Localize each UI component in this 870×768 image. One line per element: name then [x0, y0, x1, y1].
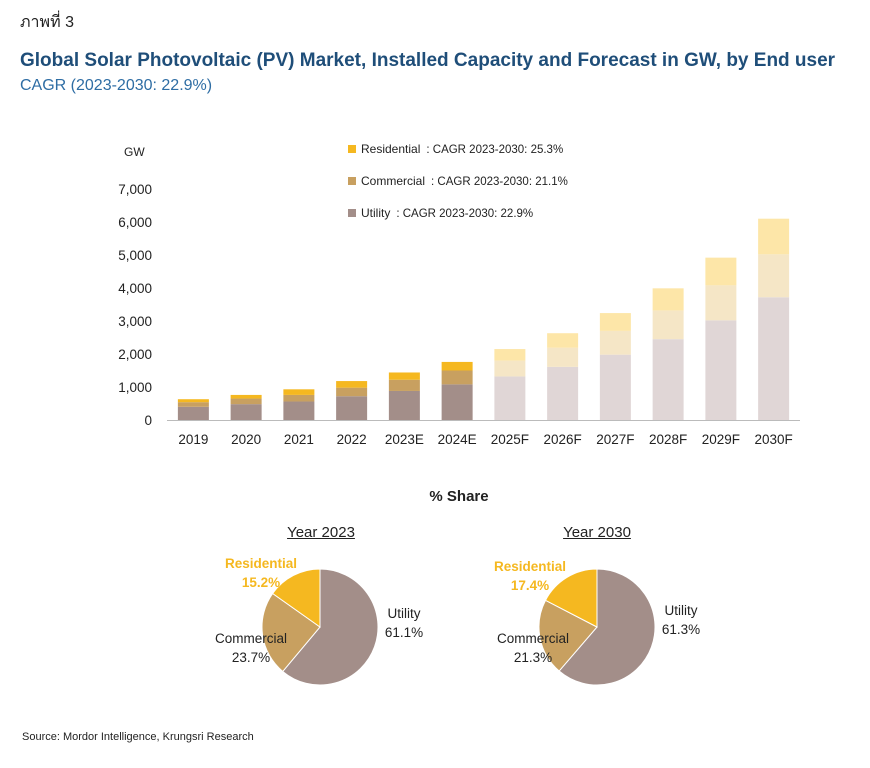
- pie-label-value: 61.1%: [385, 625, 423, 640]
- bar-utility-2026F: [547, 366, 579, 420]
- x-tick-label: 2022: [337, 432, 367, 447]
- pie-2030-title: Year 2030: [563, 524, 631, 541]
- bar-residential-2028F: [652, 288, 684, 311]
- pie-2023-title: Year 2023: [287, 524, 355, 541]
- bar-utility-2022: [336, 396, 368, 420]
- pie-label-name: Residential: [225, 556, 297, 571]
- bar-commercial-2019: [177, 402, 209, 407]
- share-title: % Share: [429, 488, 489, 505]
- pie-label-value: 21.3%: [514, 650, 552, 665]
- chart-title: Global Solar Photovoltaic (PV) Market, I…: [20, 50, 836, 71]
- bar-utility-2021: [283, 401, 315, 420]
- x-tick-label: 2025F: [491, 432, 529, 447]
- pie-slice-residential-2030: [544, 568, 598, 628]
- x-tick-label: 2023E: [385, 432, 424, 447]
- x-tick-label: 2024E: [438, 432, 477, 447]
- bar-residential-2023E: [388, 372, 420, 380]
- x-tick-label: 2027F: [596, 432, 634, 447]
- pie-slice-residential-2023: [271, 568, 321, 628]
- bar-utility-2024E: [441, 384, 473, 420]
- y-tick-label: 5,000: [118, 248, 152, 263]
- pie-label-name: Commercial: [215, 631, 287, 646]
- bar-residential-2029F: [705, 257, 737, 286]
- bar-commercial-2029F: [705, 285, 737, 321]
- bar-residential-2025F: [494, 349, 526, 361]
- stacked-bar-chart: GW 0 1,000 2,000 3,000 4,000 5,000 6,000 7,000 20…: [118, 142, 800, 447]
- bar-commercial-2022: [336, 387, 368, 397]
- bar-utility-2020: [230, 404, 262, 420]
- bar-utility-2019: [177, 406, 209, 420]
- pie-slice-commercial-2023: [261, 592, 321, 673]
- bar-utility-2028F: [652, 339, 684, 420]
- x-tick-label: 2030F: [754, 432, 792, 447]
- pie-label-name: Residential: [494, 559, 566, 574]
- x-tick-label: 2019: [178, 432, 208, 447]
- bar-commercial-2024E: [441, 370, 473, 385]
- legend-label-utility: Utility: [361, 206, 390, 220]
- y-tick-label: 4,000: [118, 281, 152, 296]
- bar-commercial-2023E: [388, 379, 420, 391]
- x-tick-label: 2026F: [543, 432, 581, 447]
- pie-label-name: Utility: [665, 603, 698, 618]
- bar-commercial-2020: [230, 398, 262, 405]
- bar-commercial-2026F: [547, 347, 579, 367]
- bar-commercial-2030F: [758, 254, 790, 298]
- y-tick-label: 7,000: [118, 182, 152, 197]
- bar-residential-2021: [283, 389, 315, 395]
- pie-label-name: Commercial: [497, 631, 569, 646]
- bar-residential-2024E: [441, 361, 473, 371]
- y-tick-label: 3,000: [118, 314, 152, 329]
- bar-utility-2029F: [705, 320, 737, 420]
- bar-utility-2023E: [388, 390, 420, 420]
- bar-utility-2025F: [494, 376, 526, 420]
- bar-residential-2026F: [547, 333, 579, 348]
- legend-cagr-residential: : CAGR 2023-2030: 25.3%: [426, 144, 563, 156]
- figure-label: ภาพที่ 3: [20, 14, 74, 31]
- bar-residential-2027F: [599, 313, 631, 331]
- legend-swatch-residential: [348, 145, 356, 153]
- bar-utility-2030F: [758, 297, 790, 420]
- legend-swatch-utility: [348, 209, 356, 217]
- pie-label-value: 61.3%: [662, 622, 700, 637]
- bar-utility-2027F: [599, 354, 631, 420]
- pie-slice-utility-2030: [558, 568, 656, 686]
- bar-residential-2019: [177, 399, 209, 403]
- y-tick-label: 0: [144, 413, 152, 428]
- bar-commercial-2028F: [652, 310, 684, 340]
- pie-label-value: 15.2%: [242, 575, 280, 590]
- pie-slice-commercial-2030: [538, 599, 598, 672]
- bar-commercial-2027F: [599, 330, 631, 355]
- pie-label-value: 17.4%: [511, 578, 549, 593]
- pie-label-value: 23.7%: [232, 650, 270, 665]
- source-note: Source: Mordor Intelligence, Krungsri Re…: [22, 731, 254, 743]
- legend-cagr-commercial: : CAGR 2023-2030: 21.1%: [431, 176, 568, 188]
- x-tick-label: 2029F: [702, 432, 740, 447]
- bar-residential-2030F: [758, 218, 790, 255]
- x-tick-label: 2020: [231, 432, 261, 447]
- legend-swatch-commercial: [348, 177, 356, 185]
- y-axis-label: GW: [124, 145, 145, 159]
- legend-label-commercial: Commercial: [361, 174, 425, 188]
- y-tick-label: 1,000: [118, 380, 152, 395]
- chart-subtitle: CAGR (2023-2030: 22.9%): [20, 77, 213, 94]
- bar-residential-2022: [336, 381, 368, 388]
- y-tick-label: 2,000: [118, 347, 152, 362]
- pie-label-name: Utility: [388, 606, 421, 621]
- x-tick-label: 2028F: [649, 432, 687, 447]
- bar-commercial-2021: [283, 394, 315, 402]
- bar-commercial-2025F: [494, 360, 526, 377]
- x-tick-label: 2021: [284, 432, 314, 447]
- y-tick-label: 6,000: [118, 215, 152, 230]
- bar-residential-2020: [230, 394, 262, 399]
- legend-cagr-utility: : CAGR 2023-2030: 22.9%: [396, 208, 533, 220]
- legend-label-residential: Residential: [361, 142, 420, 156]
- pie-slice-utility-2023: [282, 568, 379, 686]
